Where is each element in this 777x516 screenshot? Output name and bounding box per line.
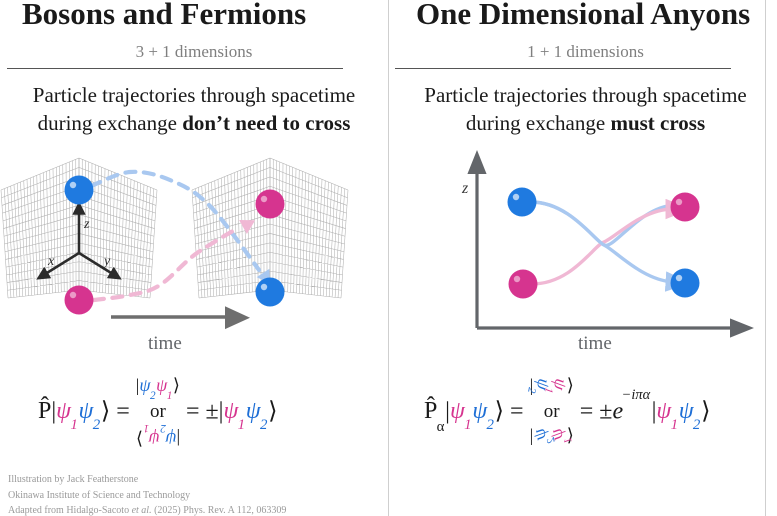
svg-text:z: z xyxy=(461,180,469,197)
svg-text:z: z xyxy=(83,217,90,232)
svg-text:x: x xyxy=(47,254,55,269)
svg-text:y: y xyxy=(102,254,111,269)
